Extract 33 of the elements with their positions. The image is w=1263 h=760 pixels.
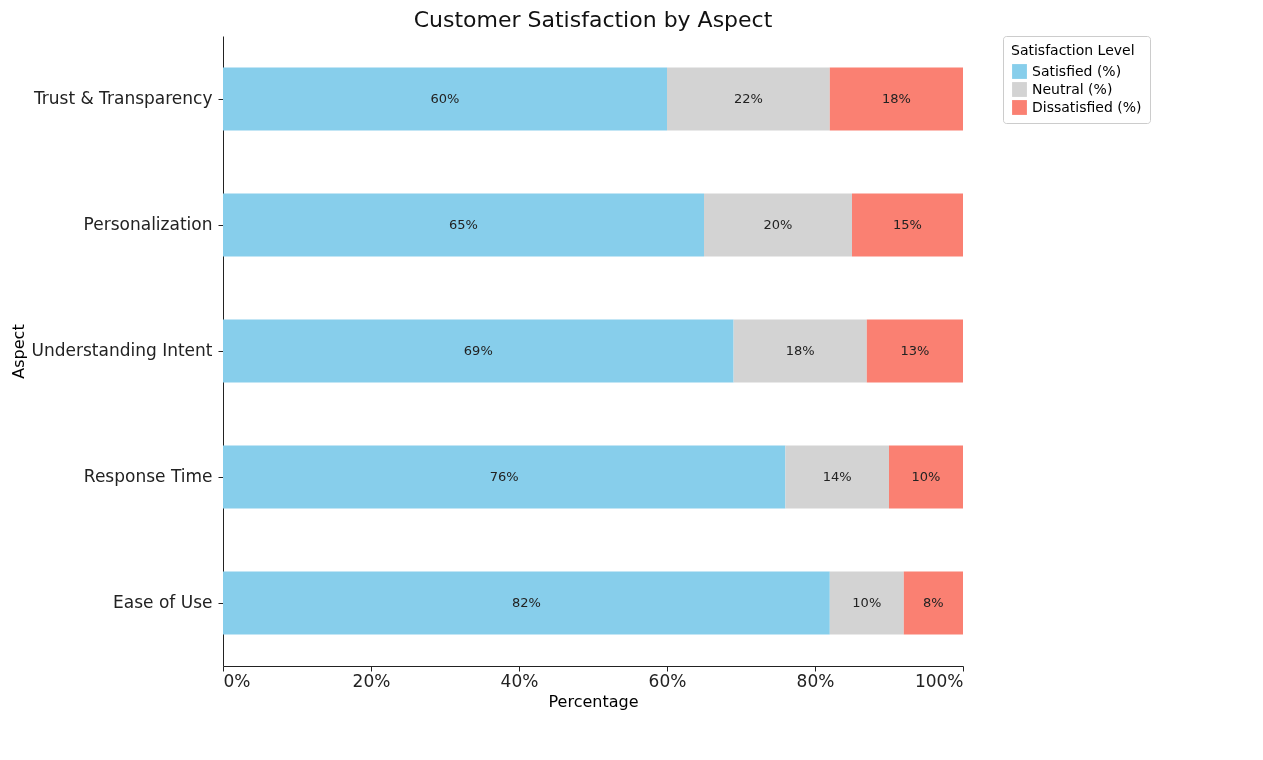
data-label: 10% [911,469,941,484]
x-tick-label: 40% [500,670,539,691]
y-tick-label: Response Time [83,466,213,486]
y-tick-label: Personalization [83,214,213,234]
data-label: 22% [733,91,763,106]
y-tick-label: Ease of Use [113,592,213,612]
data-label: 14% [822,469,852,484]
data-label: 69% [463,343,493,358]
x-tick-label: 100% [914,670,964,691]
data-label: 20% [763,217,793,232]
data-label: 8% [923,595,944,610]
data-label: 10% [852,595,882,610]
data-label: 18% [881,91,911,106]
y-tick-label: Trust & Transparency [32,88,213,108]
x-tick-label: 0% [223,670,251,691]
chart-title: Customer Satisfaction by Aspect [413,6,773,32]
legend-label: Dissatisfied (%) [1032,98,1142,115]
data-label: 60% [430,91,460,106]
data-label: 18% [785,343,815,358]
x-tick-label: 60% [648,670,687,691]
legend-label: Satisfied (%) [1032,62,1122,79]
data-label: 76% [489,469,519,484]
data-label: 15% [893,217,922,232]
legend-label: Neutral (%) [1032,80,1113,97]
x-axis-title: Percentage [548,691,639,711]
data-label: 65% [449,217,478,232]
x-tick-label: 20% [352,670,391,691]
x-tick-label: 80% [796,670,835,691]
y-axis-title: Aspect [9,324,29,379]
data-label: 13% [900,343,930,358]
data-label: 82% [511,595,541,610]
y-tick-label: Understanding Intent [31,340,213,360]
legend-title: Satisfaction Level [1011,42,1135,58]
